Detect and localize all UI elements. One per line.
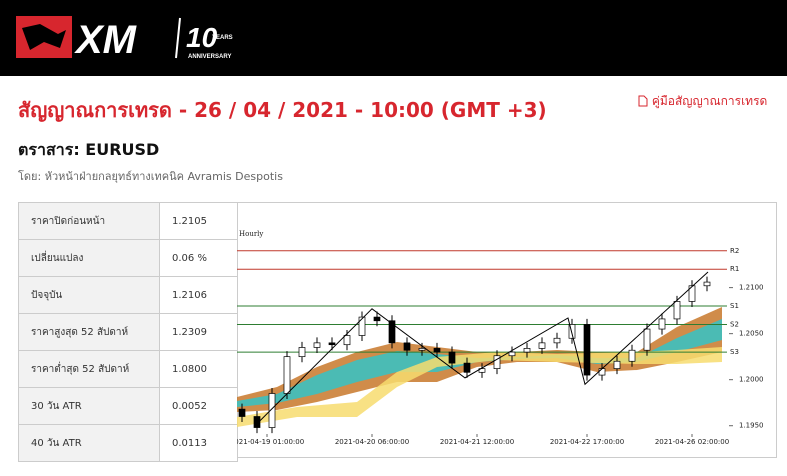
x-tick-label: 2021-04-20 06:00:00 (335, 438, 409, 446)
candle-body (343, 335, 351, 346)
page-title: สัญญาณการเทรด - 26 / 04 / 2021 - 10:00 (… (18, 98, 547, 122)
candle-body (628, 349, 636, 362)
guide-link-text[interactable]: คู่มือสัญญาณการเทรด (651, 94, 768, 108)
table-row: ราคาต่ำสุด 52 สัปดาห์ 1.0800 (18, 350, 238, 388)
candle-body (238, 408, 246, 417)
anniversary-number: 10 (186, 22, 218, 53)
candle-body (373, 316, 381, 322)
candle-body (598, 368, 606, 376)
y-tick-label: 1.1950 (739, 422, 764, 430)
header: XM 10 YEARS ANNIVERSARY (0, 0, 787, 76)
stat-value: 1.0800 (159, 350, 238, 388)
stat-label: 40 วัน ATR (18, 424, 160, 462)
stats-table: ราคาปิดก่อนหน้า 1.2105 เปลี่ยนแปลง 0.06 % ปั… (18, 202, 238, 462)
instrument: ตราสาร: EURUSD (18, 140, 160, 159)
stat-label: เปลี่ยนแปลง (18, 239, 160, 277)
x-tick-label: 2021-04-26 02:00:00 (655, 438, 729, 446)
band-teal (237, 319, 722, 407)
logo[interactable]: XM 10 YEARS ANNIVERSARY (0, 0, 260, 76)
candle-body (328, 342, 336, 346)
stat-value: 0.0052 (159, 387, 238, 425)
stat-value: 1.2309 (159, 313, 238, 351)
stat-label: ราคาสูงสุด 52 สัปดาห์ (18, 313, 160, 351)
x-tick-label: 2021-04-22 17:00:00 (550, 438, 624, 446)
candle-body (553, 337, 561, 344)
candle-body (613, 360, 621, 369)
stat-value: 1.2105 (159, 202, 238, 240)
author: โดย: หัวหน้าฝ่ายกลยุทธ์ทางเทคนิค Avramis… (18, 170, 283, 183)
timeframe: Hourly (239, 230, 263, 238)
x-tick-label: 2021-04-21 12:00:00 (440, 438, 514, 446)
candle-body (298, 347, 306, 358)
candle-body (358, 316, 366, 336)
x-tick-label: 2021-04-19 01:00:00 (237, 438, 304, 446)
candle-body (643, 328, 651, 351)
logo-divider (175, 17, 181, 59)
candle-body (583, 324, 591, 376)
candle-body (418, 348, 426, 351)
logo-bull (22, 24, 66, 50)
zigzag-line (254, 271, 709, 427)
stat-label: 30 วัน ATR (18, 387, 160, 425)
level-label: R2 (730, 247, 739, 255)
table-row: เปลี่ยนแปลง 0.06 % (18, 239, 238, 277)
candle-body (493, 355, 501, 369)
candle-body (313, 342, 321, 348)
level-label: S1 (730, 302, 739, 310)
candle-body (403, 342, 411, 351)
table-row: ราคาสูงสุด 52 สัปดาห์ 1.2309 (18, 313, 238, 351)
candle-body (568, 324, 576, 339)
candle-body (508, 351, 516, 357)
table-row: ราคาปิดก่อนหน้า 1.2105 (18, 202, 238, 240)
anniversary-years: YEARS (212, 35, 233, 41)
anniversary-sub: ANNIVERSARY (188, 54, 231, 60)
stat-label: ราคาปิดก่อนหน้า (18, 202, 160, 240)
candle-body (538, 342, 546, 349)
candle-body (688, 285, 696, 302)
pdf-icon (638, 95, 648, 107)
level-label: S2 (730, 320, 739, 328)
guide-link[interactable]: คู่มือสัญญาณการเทรด (638, 92, 767, 111)
table-row: ปัจจุบัน 1.2106 (18, 276, 238, 314)
table-row: 30 วัน ATR 0.0052 (18, 387, 238, 425)
y-tick-label: 1.2000 (739, 376, 764, 384)
logo-text: XM (74, 18, 138, 62)
candle-body (388, 320, 396, 344)
stat-value: 1.2106 (159, 276, 238, 314)
candle-body (283, 356, 291, 394)
y-tick-label: 1.2050 (739, 330, 764, 338)
y-tick-label: 1.2100 (739, 284, 764, 292)
candle-body (523, 348, 531, 353)
candle-body (268, 393, 276, 428)
level-label: R1 (730, 265, 739, 273)
candle-body (703, 281, 711, 287)
stat-value: 0.06 % (159, 239, 238, 277)
candle-body (433, 348, 441, 353)
candle-body (658, 318, 666, 330)
stat-label: ปัจจุบัน (18, 276, 160, 314)
level-label: S3 (730, 348, 739, 356)
candle-body (253, 416, 261, 428)
candle-body (448, 351, 456, 364)
band-yellow (237, 347, 722, 427)
candle-body (463, 362, 471, 373)
candle-body (478, 368, 486, 373)
stat-label: ราคาต่ำสุด 52 สัปดาห์ (18, 350, 160, 388)
candle-body (673, 301, 681, 320)
chart: Hourly 1.1950 1.2000 1.2050 1.2100 2021-04-1… (237, 202, 777, 458)
table-row: 40 วัน ATR 0.0113 (18, 424, 238, 462)
stat-value: 0.0113 (159, 424, 238, 462)
